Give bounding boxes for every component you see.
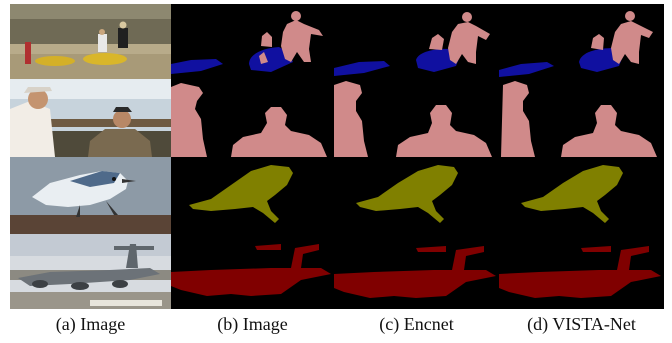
row1-mask-d — [499, 4, 664, 79]
row1-input-photo — [10, 4, 171, 79]
row3-mask-c — [334, 157, 499, 234]
caption-c-text: Encnet — [403, 314, 454, 334]
caption-b-text: Image — [242, 314, 288, 334]
caption-c: (c) Encnet — [334, 314, 499, 335]
row2-input-photo — [10, 79, 171, 157]
row2-mask-c — [334, 79, 499, 157]
caption-b: (b) Image — [171, 314, 334, 335]
caption-b-label: (b) — [217, 314, 239, 334]
caption-d-text: VISTA-Net — [552, 314, 636, 334]
caption-d: (d) VISTA-Net — [499, 314, 664, 335]
row4-mask-c — [334, 234, 499, 309]
row1-mask-c — [334, 4, 499, 79]
segmentation-figure-grid — [10, 4, 664, 309]
row4-input-photo — [10, 234, 171, 309]
row3-mask-b — [171, 157, 334, 234]
caption-a-text: Image — [80, 314, 126, 334]
row3-input-photo — [10, 157, 171, 234]
caption-c-label: (c) — [379, 314, 400, 334]
row4-mask-b — [171, 234, 334, 309]
row3-mask-d — [499, 157, 664, 234]
row2-mask-d — [499, 79, 664, 157]
caption-a: (a) Image — [10, 314, 171, 335]
row2-mask-b — [171, 79, 334, 157]
row1-mask-b — [171, 4, 334, 79]
caption-d-label: (d) — [527, 314, 549, 334]
caption-a-label: (a) — [55, 314, 76, 334]
row4-mask-d — [499, 234, 664, 309]
